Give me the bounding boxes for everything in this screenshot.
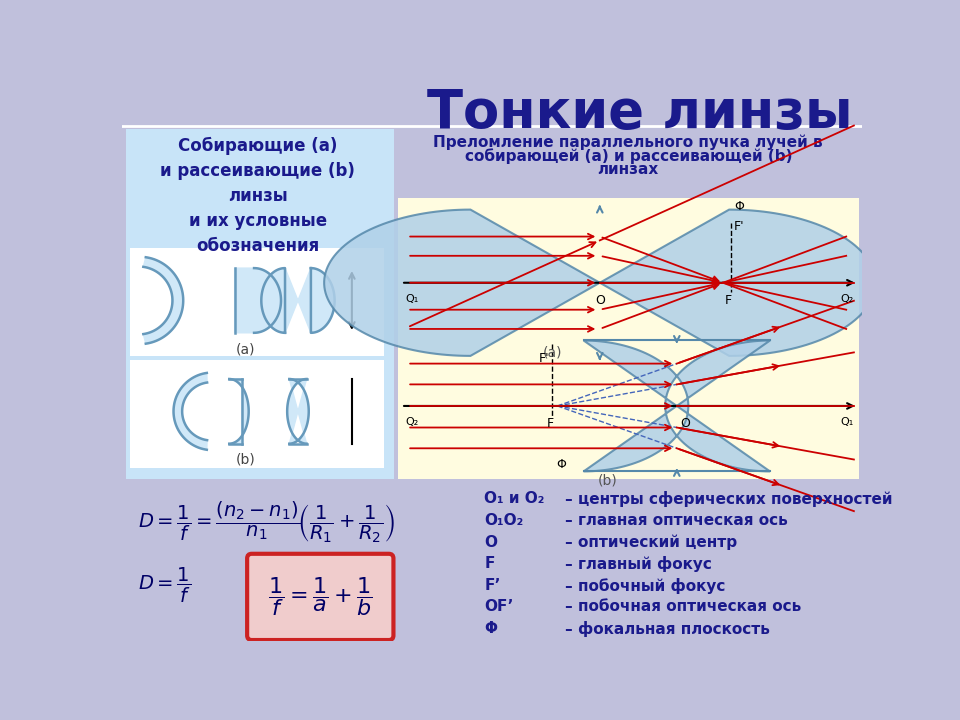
Polygon shape (584, 341, 770, 472)
Text: Тонкие линзы: Тонкие линзы (427, 86, 852, 138)
Text: – оптический центр: – оптический центр (565, 534, 737, 550)
Text: $D = \dfrac{1}{f}$: $D = \dfrac{1}{f}$ (138, 566, 191, 606)
Text: Q₁: Q₁ (405, 294, 419, 304)
Text: Φ: Φ (556, 459, 565, 472)
Text: F: F (725, 294, 732, 307)
Text: F': F' (733, 220, 744, 233)
Text: F: F (547, 417, 554, 430)
Text: – фокальная плоскость: – фокальная плоскость (565, 621, 770, 636)
Text: линзах: линзах (598, 162, 659, 177)
FancyBboxPatch shape (131, 248, 384, 356)
Polygon shape (324, 210, 876, 356)
Polygon shape (287, 379, 309, 444)
Polygon shape (143, 257, 183, 343)
Text: Q₂: Q₂ (841, 294, 853, 304)
Text: O₁ и O₂: O₁ и O₂ (484, 492, 544, 506)
Text: (a): (a) (236, 342, 255, 356)
Text: собирающей (а) и рассеивающей (b): собирающей (а) и рассеивающей (b) (465, 148, 792, 163)
FancyBboxPatch shape (247, 554, 394, 640)
Text: F': F' (539, 352, 549, 365)
Text: (a): (a) (542, 346, 562, 360)
Text: Преломление параллельного пучка лучей в: Преломление параллельного пучка лучей в (434, 134, 823, 150)
FancyBboxPatch shape (131, 360, 384, 467)
Text: Q₂: Q₂ (405, 417, 419, 427)
Text: Собирающие (а)
и рассеивающие (b)
линзы
и их условные
обозначения: Собирающие (а) и рассеивающие (b) линзы … (160, 137, 355, 255)
Polygon shape (234, 268, 281, 333)
Text: F’: F’ (484, 577, 501, 593)
FancyBboxPatch shape (127, 129, 395, 479)
Text: Φ: Φ (733, 199, 744, 212)
Text: – главный фокус: – главный фокус (565, 556, 712, 572)
Text: O: O (681, 417, 690, 430)
Text: – побочная оптическая ось: – побочная оптическая ось (565, 599, 802, 614)
Text: F: F (484, 556, 494, 571)
Text: O: O (595, 294, 605, 307)
Text: – побочный фокус: – побочный фокус (565, 577, 726, 594)
Polygon shape (174, 373, 207, 450)
Text: (b): (b) (236, 453, 255, 467)
Text: $D = \dfrac{1}{f} = \dfrac{(n_2 - n_1)}{n_1}\!\left(\dfrac{1}{R_1} + \dfrac{1}{R: $D = \dfrac{1}{f} = \dfrac{(n_2 - n_1)}{… (138, 499, 395, 545)
FancyBboxPatch shape (398, 198, 858, 479)
Polygon shape (261, 268, 335, 333)
Text: (b): (b) (598, 474, 617, 487)
Text: – центры сферических поверхностей: – центры сферических поверхностей (565, 492, 893, 508)
Text: Q₁: Q₁ (841, 417, 853, 427)
Text: O₁O₂: O₁O₂ (484, 513, 523, 528)
Text: Φ: Φ (484, 621, 497, 636)
Text: O: O (484, 534, 497, 549)
Text: OF’: OF’ (484, 599, 514, 614)
Polygon shape (229, 379, 249, 444)
Text: $\dfrac{1}{f} = \dfrac{1}{a} + \dfrac{1}{b}$: $\dfrac{1}{f} = \dfrac{1}{a} + \dfrac{1}… (268, 575, 372, 618)
Text: – главная оптическая ось: – главная оптическая ось (565, 513, 788, 528)
